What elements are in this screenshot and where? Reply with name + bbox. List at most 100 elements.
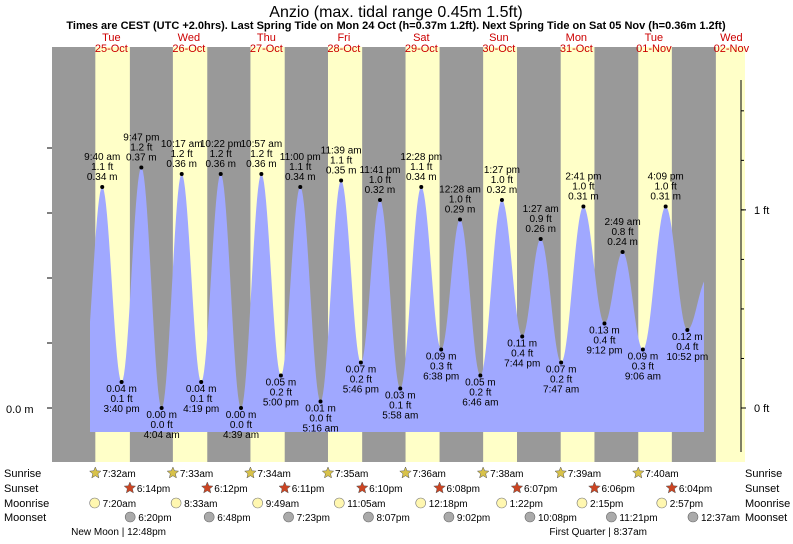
low-tide-label: 9:06 am [625,372,661,383]
high-tide-label: 0.36 m [205,159,236,170]
axes: 0.0 m 1 ft 0 ft [6,110,769,416]
high-tide-label: 2:49 am [605,217,641,228]
low-tide-point [685,328,690,332]
moonset-icon [524,511,536,523]
day-of-week: Thu [257,32,276,44]
high-tide-label: 1.2 ft [171,149,193,160]
moonset-icon [203,511,215,523]
low-tide-point [559,360,564,365]
high-tide-label: 0.32 m [487,185,518,196]
sunrise-icon [554,466,568,479]
day-of-week: Tue [102,32,121,44]
chart-title: Anzio (max. tidal range 0.45m 1.5ft) [269,4,522,21]
low-tide-label: 5:16 am [302,424,338,435]
high-tide-label: 1.2 ft [210,149,232,160]
low-tide-label: 0.07 m [346,365,377,376]
low-tide-label: 0.05 m [465,378,496,389]
high-tide-label: 0.34 m [87,172,118,183]
high-tide-point [218,172,223,176]
high-tide-point [339,178,344,183]
high-tide-label: 0.36 m [166,159,197,170]
low-tide-label: 0.03 m [385,391,416,402]
moonset-icon [687,511,699,523]
high-tide-label: 10:57 am [241,139,283,150]
sunset-time: 6:07pm [524,484,557,495]
sunset-time: 6:12pm [214,484,247,495]
low-tide-label: 0.13 m [589,326,620,337]
low-tide-point [199,380,204,384]
sunset-time: 6:06pm [601,484,634,495]
almanac-rows: Sunrise Sunrise Sunset Sunset Moonrise Moonri… [4,466,790,538]
moonset-time: 12:37am [701,513,740,524]
tide-height-area [90,167,704,433]
low-tide-label: 0.2 ft [350,375,372,386]
sunrise-icon [321,466,335,479]
row-label-right: Moonset [745,512,787,524]
sunset-time: 6:11pm [292,484,325,495]
high-tide-label: 1.0 ft [572,182,594,193]
high-tide-label: 0.29 m [445,205,476,216]
sunrise-time: 7:32am [102,469,135,480]
sunrise-icon [476,466,490,479]
low-tide-label: 5:58 am [382,411,418,422]
high-tide-label: 1.1 ft [330,156,352,167]
high-tide-point [259,172,264,176]
moonrise-icon [252,497,263,509]
moonset-time: 6:48pm [217,513,250,524]
high-tide-point [458,217,463,222]
sunset-icon [200,481,214,494]
low-tide-label: 0.0 ft [230,420,252,431]
high-tide-point [377,198,382,202]
right-axis-label: 0 ft [754,403,769,415]
low-tide-label: 0.1 ft [110,394,132,405]
sunrise-time: 7:35am [335,469,368,480]
moonrise-time: 11:05am [347,499,385,510]
low-tide-label: 0.09 m [628,352,659,363]
high-tide-label: 9:40 am [84,152,120,163]
low-tide-label: 4:39 am [223,430,259,441]
sunset-icon [123,481,137,494]
high-tide-label: 2:41 pm [565,172,601,183]
sunset-icon [355,481,369,494]
low-tide-point [520,334,525,339]
moonset-time: 9:02pm [457,513,490,524]
day-of-week: Mon [566,32,587,44]
moonrise-time: 2:15pm [590,499,623,510]
low-tide-label: 0.1 ft [190,394,212,405]
low-tide-label: 5:46 pm [343,385,379,396]
sunrise-time: 7:36am [413,469,446,480]
high-tide-point [419,185,424,189]
low-tide-point [602,321,607,326]
sunrise-icon [244,466,257,479]
moonset-time: 10:08pm [538,513,577,524]
low-tide-point [398,386,403,391]
high-tide-label: 0.31 m [568,192,599,203]
tide-area [90,167,704,433]
sunrise-icon [631,466,645,479]
row-label-right: Sunrise [745,468,782,480]
high-tide-point [139,165,144,170]
low-tide-label: 0.3 ft [632,362,654,373]
low-tide-point [358,360,363,365]
high-tide-label: 0.36 m [246,159,277,170]
high-tide-point [620,250,625,254]
low-tide-label: 0.3 ft [430,362,452,373]
low-tide-label: 6:46 am [462,398,498,409]
day-date: 01-Nov [636,43,672,55]
moonset-time: 6:20pm [138,513,171,524]
low-tide-point [439,347,444,352]
low-tide-label: 0.00 m [226,410,257,421]
moonrise-icon [496,497,507,509]
moonrise-icon [576,497,588,509]
moonrise-time: 9:49am [266,499,299,510]
low-tide-label: 10:52 pm [666,352,708,363]
moonrise-icon [656,497,668,509]
low-tide-label: 0.07 m [546,365,577,376]
sunrise-icon [88,466,102,479]
low-tide-point [119,380,124,384]
high-tide-label: 0.8 ft [611,227,633,238]
sunset-time: 6:08pm [447,484,480,495]
moonrise-icon [333,497,345,509]
